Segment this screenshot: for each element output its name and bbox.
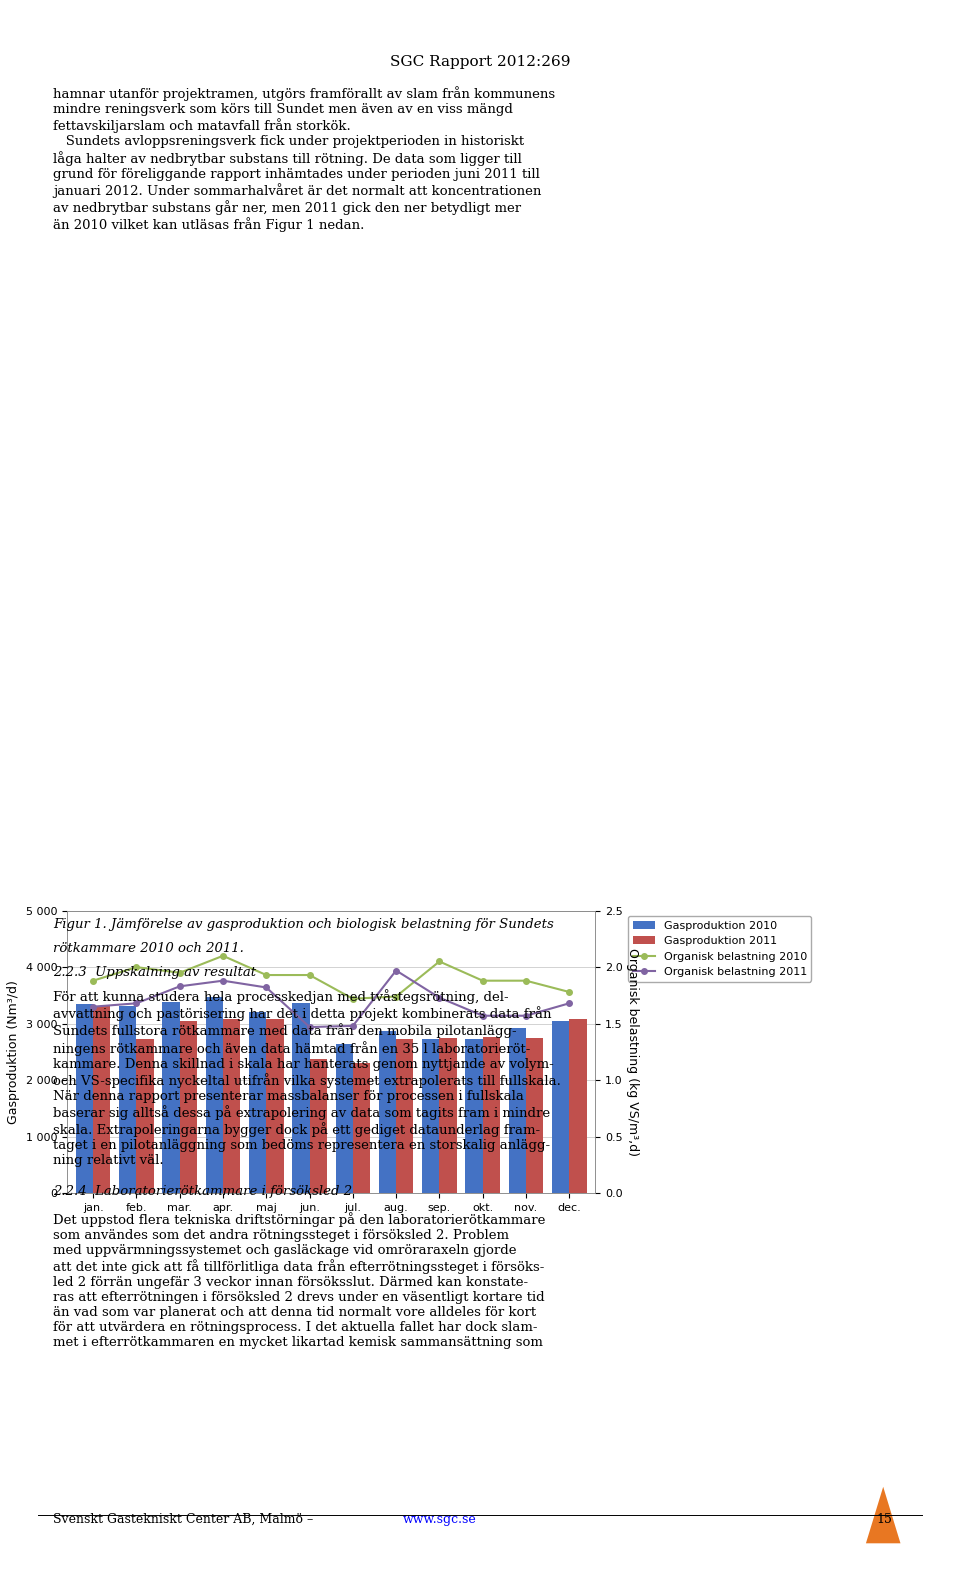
Bar <box>180 1020 197 1193</box>
Bar <box>76 1003 93 1193</box>
Bar <box>266 1019 283 1193</box>
Y-axis label: Gasproduktion (Nm³/d): Gasproduktion (Nm³/d) <box>8 980 20 1124</box>
Text: Det uppstod flera tekniska driftstörningar på den laboratorierötkammare
som anvä: Det uppstod flera tekniska driftstörning… <box>53 1212 545 1349</box>
Bar <box>440 1038 457 1193</box>
Text: För att kunna studera hela processkedjan med tvåstegsrötning, del-
avvattning oc: För att kunna studera hela processkedjan… <box>53 989 561 1168</box>
Bar <box>353 1063 371 1193</box>
Text: 2.2.4  Laboratorierötkammare i försöksled 2: 2.2.4 Laboratorierötkammare i försöksled… <box>53 1185 352 1198</box>
Legend: Gasproduktion 2010, Gasproduktion 2011, Organisk belastning 2010, Organisk belas: Gasproduktion 2010, Gasproduktion 2011, … <box>628 917 811 981</box>
Text: Svenskt Gastekniskt Center AB, Malmö –: Svenskt Gastekniskt Center AB, Malmö – <box>53 1513 317 1526</box>
Bar <box>379 1031 396 1193</box>
Bar <box>249 1013 266 1193</box>
Text: 15: 15 <box>876 1513 893 1526</box>
Text: hamnar utanför projektramen, utgörs framförallt av slam från kommunens
mindre re: hamnar utanför projektramen, utgörs fram… <box>53 86 555 232</box>
Bar <box>336 1044 353 1193</box>
Bar <box>136 1039 154 1193</box>
Text: www.sgc.se: www.sgc.se <box>403 1513 477 1526</box>
Polygon shape <box>866 1487 900 1543</box>
Bar <box>509 1028 526 1193</box>
Text: rötkammare 2010 och 2011.: rötkammare 2010 och 2011. <box>53 942 244 955</box>
Text: Figur 1. Jämförelse av gasproduktion och biologisk belastning för Sundets: Figur 1. Jämförelse av gasproduktion och… <box>53 918 554 931</box>
Bar <box>483 1036 500 1193</box>
Bar <box>93 1006 110 1193</box>
Text: 2.2.3  Uppskalning av resultat: 2.2.3 Uppskalning av resultat <box>53 966 256 978</box>
Bar <box>396 1039 414 1193</box>
Bar <box>223 1019 240 1193</box>
Bar <box>569 1019 587 1193</box>
Bar <box>466 1039 483 1193</box>
Bar <box>162 1002 180 1193</box>
Bar <box>526 1038 543 1193</box>
Bar <box>552 1020 569 1193</box>
Bar <box>119 1006 136 1193</box>
Bar <box>309 1060 326 1193</box>
Y-axis label: Organisk belastning (kg VS/m³,d): Organisk belastning (kg VS/m³,d) <box>626 948 639 1156</box>
Bar <box>205 997 223 1193</box>
Bar <box>292 1003 309 1193</box>
Text: SGC Rapport 2012:269: SGC Rapport 2012:269 <box>390 55 570 69</box>
Bar <box>422 1039 440 1193</box>
